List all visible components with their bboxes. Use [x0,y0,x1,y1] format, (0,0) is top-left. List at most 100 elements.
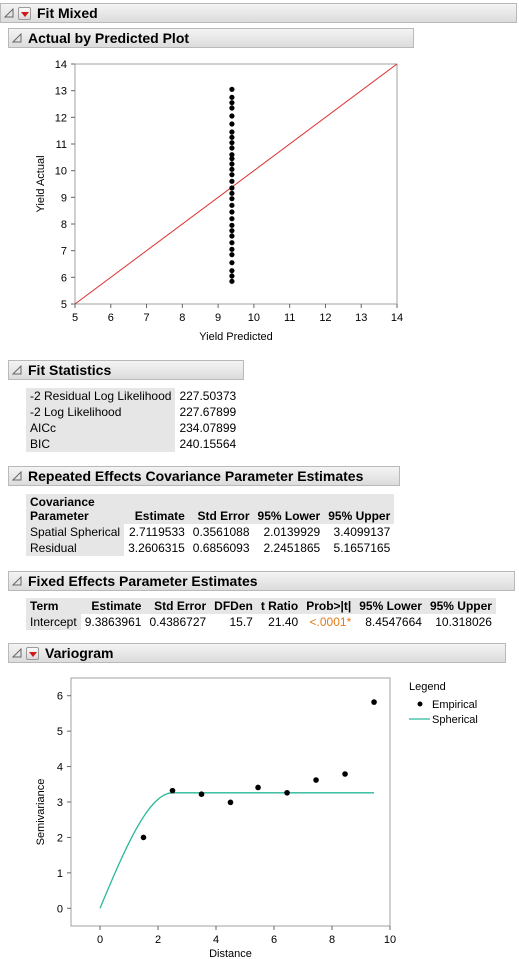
data-point [229,105,235,111]
repeated-effects-table: Covariance Parameter Estimate Std Error 9… [26,494,395,556]
data-point [229,216,235,222]
disclosure-icon[interactable] [12,365,22,375]
column-header: Std Error [188,494,254,524]
red-triangle-menu-icon[interactable] [18,6,31,20]
table-cell: 5.1657165 [333,541,391,555]
table-cell: 0.3561088 [192,525,250,539]
row-value: 240.15564 [179,437,237,451]
fixed-effects-header: Fixed Effects Parameter Estimates [8,571,515,591]
data-point [229,196,235,202]
x-tick-label: 8 [329,934,335,946]
empirical-point [198,791,205,798]
empirical-point [255,784,261,791]
y-tick-label: 9 [61,192,67,204]
reference-line [74,63,398,305]
y-tick-label: 14 [55,59,67,71]
data-point [229,185,235,191]
section-title: Fit Statistics [28,362,112,378]
column-header-line: Covariance [30,495,95,509]
row-value: 227.67899 [179,405,237,419]
y-tick-label: 4 [57,762,63,774]
x-tick-label: 10 [384,934,396,946]
actual-by-predicted-chart: 5 6 7 8 9 10 11 12 13 14 5 6 7 8 9 10 11 12 13 14 Yield Pred… [35,59,403,343]
table-cell: 15.7 [229,615,253,629]
column-header: 95% Lower [355,598,426,614]
row-label: -2 Log Likelihood [26,404,176,420]
column-header: Std Error [145,598,211,614]
legend-title: Legend [409,681,446,693]
x-tick-label: 4 [213,934,219,946]
data-point [229,240,235,246]
x-tick-label: 6 [271,934,277,946]
legend-marker-empirical [417,701,423,707]
p-value-cell: <.0001* [309,615,352,629]
data-point [229,222,235,228]
table-cell: 3.2606315 [128,541,185,555]
row-label: Residual [26,540,125,556]
data-point [229,134,235,140]
disclosure-icon[interactable] [12,576,22,586]
x-tick-label: 0 [97,934,103,946]
table-cell: 2.2451865 [263,541,321,555]
column-header: Covariance Parameter [26,494,125,524]
fixed-effects-table: Term Estimate Std Error DFDen t Ratio Prob>|t… [26,598,496,630]
x-tick-label: 8 [179,312,185,324]
x-tick-label: 13 [355,312,367,324]
x-axis-label: Distance [209,948,252,958]
data-point [229,172,235,178]
y-axis-label: Yield Actual [35,155,47,212]
y-tick-label: 6 [61,272,67,284]
actual-by-predicted-header: Actual by Predicted Plot [8,28,414,48]
y-tick-label: 5 [61,299,67,311]
row-label: Intercept [26,614,81,630]
empirical-point [313,777,319,783]
y-axis-label: Semivariance [35,779,47,846]
section-title: Actual by Predicted Plot [28,30,190,46]
table-cell: 3.4099137 [333,525,391,539]
table-row: AICc 234.07899 [26,420,240,436]
y-tick-label: 0 [57,903,63,915]
data-point [229,273,235,279]
data-point [229,252,235,258]
y-tick-label: 7 [61,246,67,258]
x-tick-label: 9 [215,312,221,324]
data-point [229,140,235,146]
column-header-line: Parameter [30,509,89,523]
row-label: Spatial Spherical [26,524,125,540]
disclosure-icon[interactable] [12,33,22,43]
y-tick-label: 3 [57,797,63,809]
data-point [229,278,235,284]
column-header: Estimate [80,598,146,614]
data-point [229,268,235,274]
disclosure-icon[interactable] [12,471,22,481]
row-value: 227.50373 [179,389,237,403]
x-tick-label: 6 [108,312,114,324]
table-row: BIC 240.15564 [26,436,240,452]
column-header: 95% Lower [253,494,325,524]
disclosure-icon[interactable] [12,648,22,658]
y-tick-label: 2 [57,832,63,844]
data-point [229,152,235,158]
empirical-point [227,799,234,806]
y-tick-label: 8 [61,219,67,231]
x-axis-label: Yield Predicted [199,331,273,343]
data-point [229,260,235,266]
table-row: -2 Residual Log Likelihood 227.50373 [26,388,240,404]
data-point [229,161,235,167]
red-triangle-menu-icon[interactable] [26,646,39,660]
row-label: -2 Residual Log Likelihood [26,388,176,404]
table-cell: 9.3863961 [84,615,142,629]
table-cell: 2.0139929 [263,525,321,539]
disclosure-icon[interactable] [4,8,14,18]
empirical-point [140,834,147,841]
repeated-effects-header: Repeated Effects Covariance Parameter Es… [8,466,400,486]
table-cell: 21.40 [268,615,299,629]
table-row: Spatial Spherical 2.7119533 0.3561088 2.013… [26,524,394,540]
data-point [229,233,235,239]
section-title: Variogram [45,645,114,661]
data-point [229,86,235,92]
data-point [229,156,235,162]
table-cell: 0.4386727 [149,615,207,629]
x-tick-label: 11 [284,312,295,324]
x-tick-label: 12 [319,312,331,324]
